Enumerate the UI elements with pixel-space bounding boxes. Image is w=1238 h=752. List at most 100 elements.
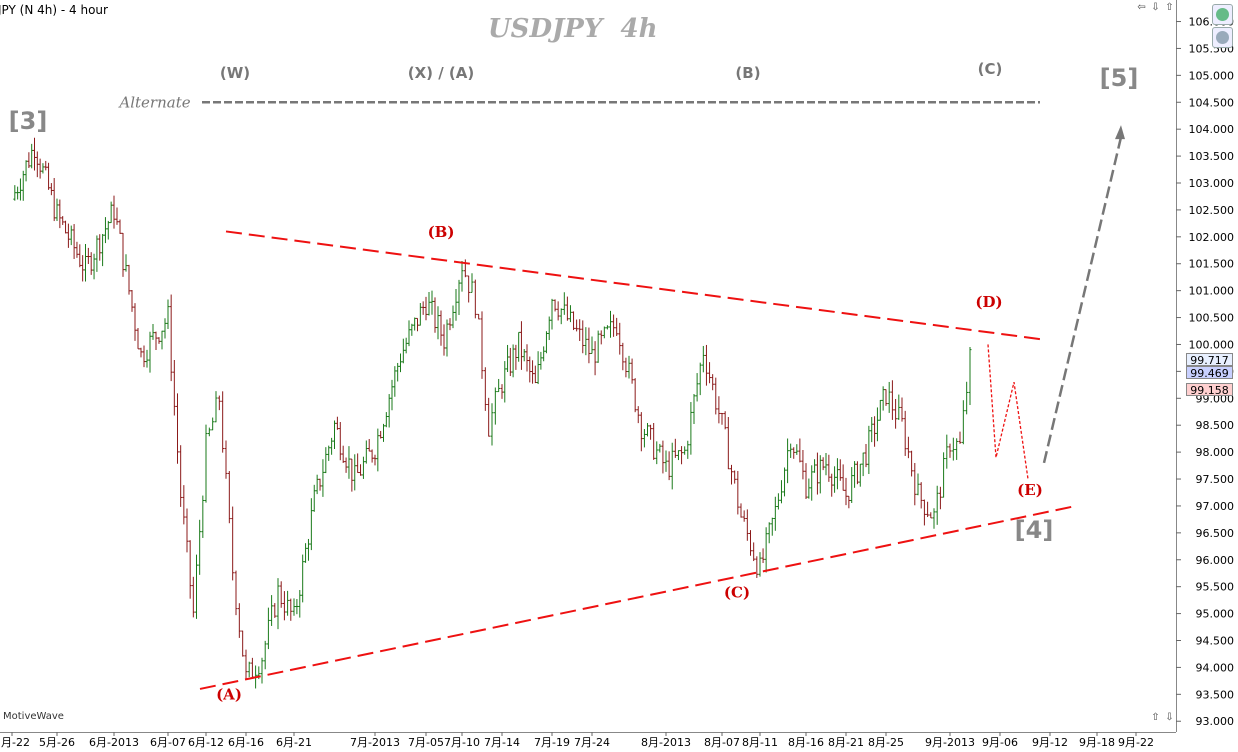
- scroll-up-icon[interactable]: ⇧: [1165, 2, 1174, 13]
- price-bar: [965, 381, 969, 415]
- price-bar: [779, 480, 783, 504]
- price-bar: [708, 362, 712, 384]
- y-tick-label: 100.000: [1189, 338, 1235, 351]
- current-price-tag: 99.717: [1186, 352, 1233, 367]
- price-bar: [470, 273, 474, 293]
- scroll-alt-icon[interactable]: ⇩: [1165, 712, 1174, 723]
- scroll-left-icon[interactable]: ⇦: [1137, 2, 1146, 13]
- price-bar: [130, 289, 134, 312]
- price-bar: [503, 361, 507, 403]
- panel-settings-button[interactable]: [1212, 27, 1233, 48]
- price-bar: [630, 358, 634, 384]
- price-bar: [338, 422, 342, 461]
- y-tick-label: 98.500: [1196, 419, 1235, 432]
- price-bar: [770, 517, 774, 536]
- wave-label: (E): [1017, 481, 1043, 499]
- price-bar: [95, 235, 99, 272]
- panel-toggle-button[interactable]: [1212, 4, 1233, 25]
- price-bar: [749, 530, 752, 556]
- price-bar: [945, 434, 949, 469]
- chart-title: USDJPY 4h: [488, 14, 658, 44]
- price-bar: [324, 447, 328, 474]
- price-bar: [581, 320, 585, 354]
- x-tick-label: 7月-19: [534, 736, 570, 749]
- price-bar: [318, 478, 322, 491]
- price-bar: [821, 457, 825, 471]
- price-bar: [30, 143, 34, 169]
- scroll-down-alt-icon[interactable]: ⇧: [1151, 712, 1160, 723]
- price-bar: [562, 292, 566, 315]
- y-tick-label: 96.000: [1196, 554, 1235, 567]
- price-bar: [160, 330, 164, 350]
- price-bar: [683, 446, 687, 455]
- price-bar: [894, 398, 898, 429]
- price-bar: [115, 207, 119, 225]
- price-bar: [373, 454, 377, 466]
- price-bar: [804, 463, 808, 499]
- price-bar: [367, 438, 371, 452]
- price-bar: [16, 186, 20, 200]
- price-bar: [493, 387, 497, 425]
- x-tick-label: 7月-14: [484, 736, 520, 749]
- price-bar: [528, 356, 532, 383]
- price-bar: [926, 501, 930, 518]
- y-tick-label: 94.500: [1196, 635, 1235, 648]
- price-bar: [878, 399, 882, 421]
- price-bar: [792, 447, 796, 459]
- price-bar: [44, 160, 48, 171]
- x-tick-label: 5月-26: [39, 736, 75, 749]
- price-bar: [413, 317, 417, 331]
- price-bar: [18, 178, 22, 201]
- price-bar: [75, 241, 79, 258]
- price-bar: [938, 486, 942, 510]
- price-bar: [776, 493, 780, 510]
- price-bar: [522, 349, 526, 362]
- price-bar: [457, 279, 461, 315]
- price-bar: [84, 244, 87, 282]
- price-bar: [427, 291, 431, 316]
- price-bar: [841, 464, 845, 491]
- price-bar: [565, 296, 569, 321]
- arrow-head-icon: [1115, 125, 1125, 140]
- price-bar: [382, 423, 385, 442]
- price-bar: [906, 436, 910, 459]
- price-bar: [813, 459, 817, 473]
- price-bar: [514, 344, 518, 370]
- price-bar: [295, 598, 299, 615]
- price-bar: [309, 498, 313, 551]
- price-bar: [217, 395, 221, 411]
- price-bar: [951, 437, 955, 461]
- price-bar: [321, 459, 325, 497]
- price-bar: [145, 349, 149, 368]
- price-bar: [247, 661, 251, 678]
- x-tick-label: 7月-24: [574, 736, 610, 749]
- price-bar: [961, 400, 965, 445]
- price-bar: [689, 402, 693, 455]
- price-bar: [789, 443, 793, 458]
- price-bar: [550, 298, 554, 330]
- x-tick-label: 8月-21: [828, 736, 864, 749]
- x-tick-label: 8月-2013: [641, 736, 691, 749]
- price-bar: [621, 342, 625, 371]
- price-bar: [124, 254, 128, 272]
- price-bar: [686, 440, 690, 459]
- price-bar: [418, 303, 422, 326]
- price-bar: [847, 495, 851, 509]
- price-bar: [916, 473, 920, 496]
- price-bar: [81, 255, 85, 282]
- price-bar: [730, 464, 733, 485]
- x-tick-label: 8月-11: [742, 736, 778, 749]
- price-bar: [480, 311, 484, 379]
- price-bar: [312, 484, 316, 512]
- price-bar: [163, 318, 167, 339]
- price-bar: [884, 389, 888, 406]
- price-bar: [78, 244, 82, 268]
- price-bar: [298, 590, 302, 618]
- price-bar: [72, 224, 76, 259]
- price-bar: [191, 576, 195, 618]
- price-bar: [786, 438, 790, 484]
- lower-trendline: [199, 504, 1077, 690]
- scroll-down-icon[interactable]: ⇩: [1151, 2, 1160, 13]
- price-bar: [795, 444, 799, 455]
